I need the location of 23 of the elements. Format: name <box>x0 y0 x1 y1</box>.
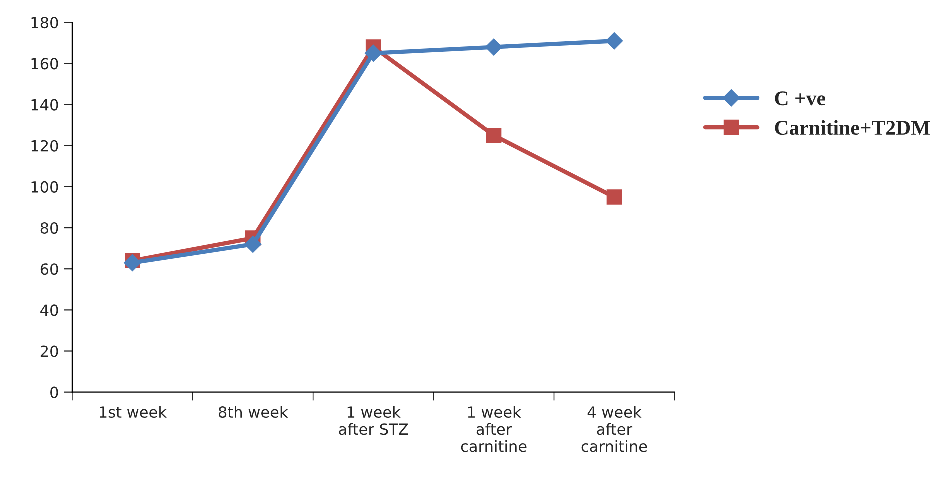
y-tick-label: 140 <box>32 99 58 111</box>
x-tick-label: 4 week after carnitine <box>582 406 648 452</box>
y-tick-label: 120 <box>32 140 58 152</box>
y-tick-label: 80 <box>40 222 58 234</box>
y-tick-label: 0 <box>50 386 58 398</box>
x-tick-label: 1 week after STZ <box>339 406 408 436</box>
y-tick-label: 40 <box>40 304 58 316</box>
point <box>365 44 382 62</box>
point <box>485 38 503 56</box>
point <box>244 236 262 254</box>
point <box>606 32 624 50</box>
x-tick-label: 1st week <box>100 406 167 418</box>
point <box>606 190 622 205</box>
x-tick-label: 8th week <box>218 406 288 418</box>
y-tick-label: 60 <box>40 264 58 276</box>
legend-label: Carnitine+T2DM <box>775 120 930 136</box>
x-tick-label: 1 week after carnitine <box>461 406 527 452</box>
y-tick-label: 100 <box>32 181 58 193</box>
y-tick-label: 180 <box>32 17 58 29</box>
y-tick-label: 20 <box>40 346 58 358</box>
legend-label: C +ve <box>775 92 826 106</box>
y-tick-label: 160 <box>32 58 58 70</box>
point <box>486 128 502 144</box>
